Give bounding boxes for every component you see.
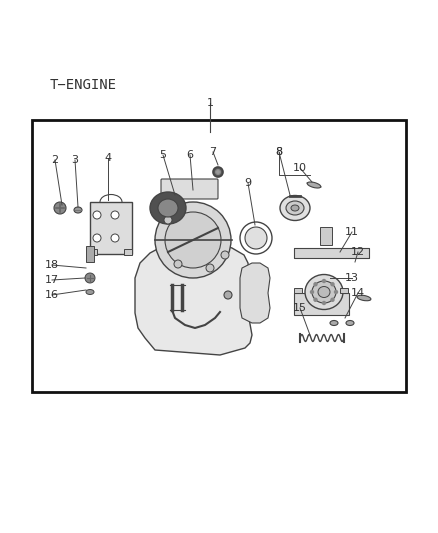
Ellipse shape	[305, 274, 343, 310]
Circle shape	[311, 290, 314, 294]
Circle shape	[215, 169, 220, 174]
FancyBboxPatch shape	[294, 293, 349, 315]
Circle shape	[111, 234, 119, 242]
Bar	[89, 249, 97, 255]
Circle shape	[93, 234, 101, 242]
Circle shape	[245, 227, 267, 249]
Circle shape	[331, 298, 334, 301]
Ellipse shape	[291, 205, 299, 211]
Text: 1: 1	[206, 98, 213, 108]
FancyBboxPatch shape	[161, 179, 218, 199]
Circle shape	[314, 298, 317, 301]
Text: 12: 12	[351, 247, 365, 257]
Ellipse shape	[346, 320, 354, 326]
Ellipse shape	[312, 281, 336, 303]
Circle shape	[93, 211, 101, 219]
Polygon shape	[240, 263, 270, 323]
Text: 5: 5	[159, 150, 166, 160]
Text: 14: 14	[351, 288, 365, 298]
Text: 15: 15	[293, 303, 307, 313]
Text: 4: 4	[104, 153, 112, 163]
Text: 8: 8	[276, 147, 283, 157]
Text: 9: 9	[244, 178, 251, 188]
Ellipse shape	[307, 182, 321, 188]
Polygon shape	[135, 241, 252, 355]
Text: 10: 10	[293, 163, 307, 173]
Text: 17: 17	[45, 275, 59, 285]
Circle shape	[335, 290, 338, 294]
Bar	[32, 120, 406, 392]
Ellipse shape	[318, 287, 330, 297]
Text: 3: 3	[71, 155, 78, 165]
Circle shape	[111, 211, 119, 219]
Text: 13: 13	[345, 273, 359, 283]
Text: 6: 6	[187, 150, 194, 160]
Circle shape	[174, 260, 182, 268]
Text: 8: 8	[276, 147, 283, 157]
Bar	[86, 246, 94, 262]
Ellipse shape	[150, 192, 186, 224]
Bar	[294, 248, 369, 258]
Circle shape	[224, 291, 232, 299]
Bar	[340, 288, 348, 293]
Ellipse shape	[74, 207, 82, 213]
Ellipse shape	[330, 320, 338, 326]
Circle shape	[213, 167, 223, 177]
Bar	[124, 249, 132, 255]
Ellipse shape	[280, 196, 310, 221]
Ellipse shape	[286, 201, 304, 215]
Circle shape	[322, 279, 325, 282]
Circle shape	[331, 282, 334, 286]
Circle shape	[85, 273, 95, 283]
Circle shape	[164, 216, 172, 224]
Text: 7: 7	[209, 147, 216, 157]
Ellipse shape	[86, 289, 94, 295]
Circle shape	[221, 251, 229, 259]
Text: T−ENGINE: T−ENGINE	[50, 78, 117, 92]
Text: 18: 18	[45, 260, 59, 270]
Circle shape	[155, 202, 231, 278]
Ellipse shape	[158, 199, 178, 217]
Circle shape	[165, 212, 221, 268]
Bar	[320, 227, 332, 245]
Text: 16: 16	[45, 290, 59, 300]
Ellipse shape	[357, 295, 371, 301]
Bar	[294, 248, 369, 258]
Circle shape	[322, 302, 325, 304]
Circle shape	[54, 202, 66, 214]
Text: 2: 2	[51, 155, 59, 165]
Circle shape	[314, 282, 317, 286]
Bar	[294, 288, 302, 293]
Circle shape	[206, 264, 214, 272]
FancyBboxPatch shape	[90, 202, 132, 254]
Text: 11: 11	[345, 227, 359, 237]
